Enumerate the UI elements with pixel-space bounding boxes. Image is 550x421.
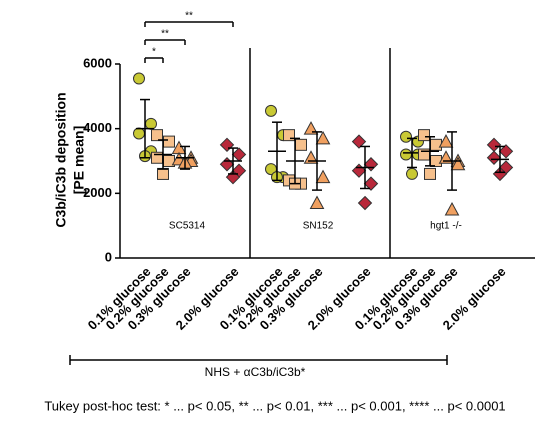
group-label: hgt1 -/- [430, 221, 462, 232]
point [219, 157, 235, 172]
point [357, 195, 373, 211]
point [430, 155, 442, 167]
footnote: Tukey post-hoc test: * ... p< 0.05, ** .… [44, 398, 505, 413]
y-tick-label: 4000 [83, 120, 112, 135]
y-tick-label: 6000 [83, 55, 112, 70]
y-tick-label: 0 [105, 249, 112, 264]
point [133, 72, 145, 85]
point [363, 157, 379, 172]
point [265, 104, 277, 117]
point [231, 147, 247, 162]
point [157, 167, 169, 180]
point [145, 117, 157, 130]
point [315, 130, 331, 145]
point [450, 156, 466, 171]
point [283, 129, 295, 142]
group-label: SC5314 [169, 221, 206, 232]
point [424, 167, 436, 180]
significance-label: ** [161, 29, 169, 40]
point [133, 127, 145, 140]
significance-label: * [152, 47, 156, 58]
y-axis-label: [PE mean] [71, 126, 87, 194]
point [400, 130, 412, 143]
y-axis-label: C3b/iC3b deposition [53, 92, 69, 227]
point [498, 144, 514, 159]
point [486, 137, 502, 153]
point [351, 134, 367, 149]
point [309, 195, 325, 210]
point [363, 176, 379, 191]
point [315, 169, 331, 184]
significance-label: ** [185, 11, 193, 22]
condition-label: NHS + αC3b/iC3b* [205, 365, 306, 379]
point [400, 148, 412, 161]
point [444, 201, 460, 216]
point [163, 135, 175, 148]
point [295, 138, 307, 151]
point [418, 129, 430, 142]
point [406, 167, 418, 180]
point [486, 150, 502, 165]
point [219, 137, 235, 153]
point [430, 138, 442, 151]
y-tick-label: 2000 [83, 185, 112, 200]
group-label: SN152 [303, 221, 334, 232]
point [151, 129, 163, 142]
point [351, 163, 367, 178]
point [438, 134, 454, 148]
